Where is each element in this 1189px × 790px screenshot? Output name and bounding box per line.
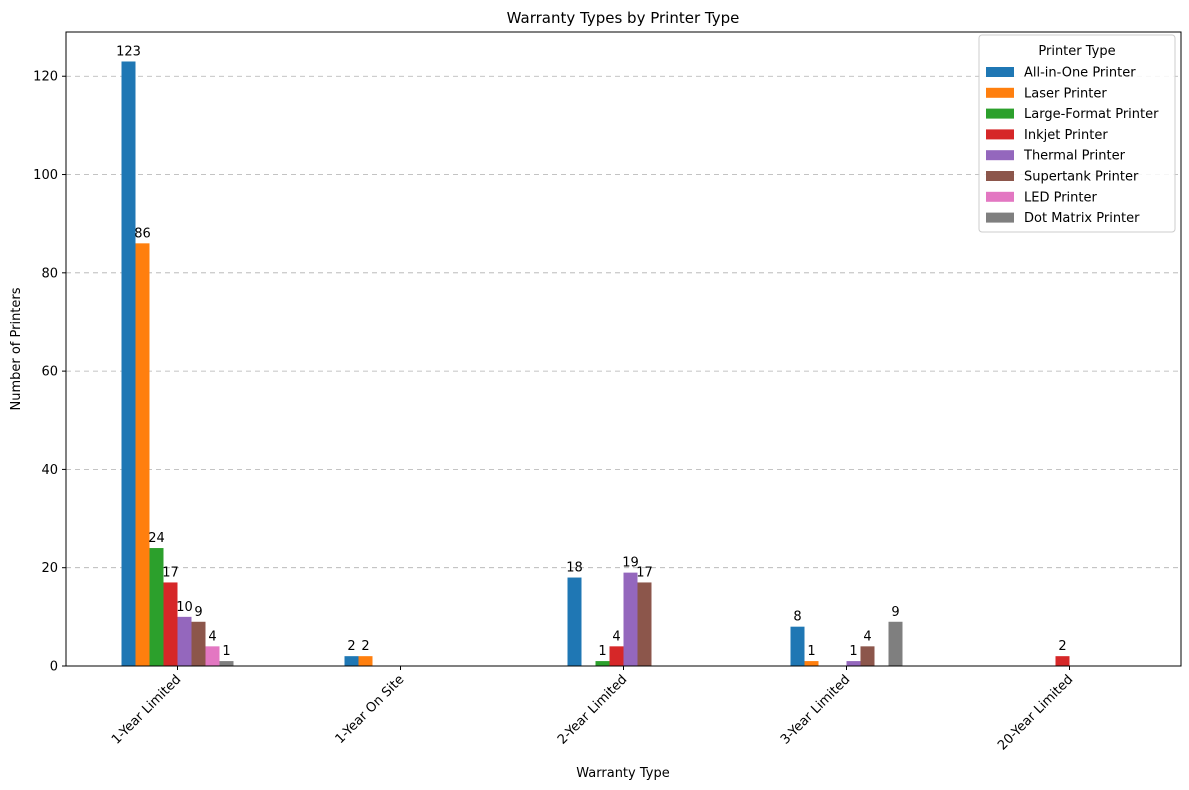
bar [790, 626, 805, 666]
bar-value-label: 1 [598, 644, 606, 659]
bar-value-label: 4 [612, 629, 620, 644]
bar [1055, 656, 1070, 666]
bar-value-label: 24 [148, 531, 165, 546]
legend-swatch [986, 87, 1014, 98]
legend-item-label: All-in-One Printer [1024, 66, 1136, 81]
legend-title: Printer Type [1038, 44, 1115, 59]
bar [219, 661, 234, 666]
bar-value-label: 1 [849, 644, 857, 659]
bar [149, 548, 164, 666]
bar [344, 656, 359, 666]
y-tick-label: 80 [41, 266, 58, 281]
bar-value-label: 2 [347, 639, 355, 654]
legend-swatch [986, 150, 1014, 161]
bar-value-label: 4 [208, 629, 216, 644]
bar [163, 582, 178, 666]
bar-value-label: 2 [1058, 639, 1066, 654]
y-tick-label: 120 [33, 70, 58, 85]
y-tick-label: 20 [41, 561, 58, 576]
bar [623, 572, 638, 666]
bar [567, 577, 582, 666]
bar-value-label: 1 [222, 644, 230, 659]
x-tick-label: 2-Year Limited [555, 672, 630, 747]
chart-title: Warranty Types by Printer Type [507, 9, 740, 27]
bar-value-label: 17 [162, 565, 179, 580]
bar [121, 61, 136, 666]
x-tick-label: 20-Year Limited [995, 672, 1076, 753]
bar [804, 661, 819, 666]
y-tick-label: 40 [41, 463, 58, 478]
bar [191, 621, 206, 666]
bar [637, 582, 652, 666]
legend-swatch [986, 171, 1014, 181]
y-tick-label: 0 [50, 660, 58, 675]
bar [888, 621, 903, 666]
bar [609, 646, 624, 666]
x-axis-label: Warranty Type [576, 766, 669, 781]
y-axis-label: Number of Printers [9, 287, 24, 410]
x-tick-label: 3-Year Limited [778, 672, 853, 747]
bar [595, 661, 610, 666]
bar-value-label: 10 [176, 600, 193, 615]
legend-swatch [986, 67, 1014, 77]
legend-swatch [986, 191, 1014, 202]
bar-value-label: 17 [636, 565, 653, 580]
legend-swatch [986, 108, 1014, 119]
legend-item-label: Supertank Printer [1024, 170, 1139, 185]
bar-value-label: 19 [622, 556, 639, 571]
bar [860, 646, 875, 666]
bar-value-label: 8 [793, 610, 801, 625]
legend-swatch [986, 129, 1014, 140]
y-tick-label: 100 [33, 168, 58, 183]
legend-item-label: Laser Printer [1024, 86, 1107, 101]
legend-item-label: LED Printer [1024, 190, 1098, 205]
legend-frame [978, 34, 1176, 233]
bar [205, 646, 220, 666]
bar-value-label: 123 [116, 44, 141, 59]
bar-value-label: 2 [361, 639, 369, 654]
bar-value-label: 1 [807, 644, 815, 659]
bar [846, 661, 861, 666]
x-tick-label: 1-Year Limited [109, 672, 184, 747]
legend: Printer Type All-in-One Printer Laser Pri… [978, 34, 1176, 233]
legend-item-label: Dot Matrix Printer [1024, 211, 1140, 226]
legend-item-label: Large-Format Printer [1024, 107, 1159, 122]
bar [135, 243, 150, 667]
bar-value-label: 9 [891, 605, 899, 620]
bar-value-label: 9 [194, 605, 202, 620]
bars [121, 61, 1070, 667]
bar-value-label: 18 [566, 561, 583, 576]
legend-swatch [986, 212, 1014, 223]
bar [177, 616, 192, 666]
x-tick-label: 1-Year On Site [333, 672, 408, 747]
bar-value-label: 86 [134, 226, 151, 241]
legend-item-label: Thermal Printer [1023, 149, 1126, 164]
y-tick-label: 60 [41, 365, 58, 380]
bar-value-label: 4 [863, 629, 871, 644]
legend-item-label: Inkjet Printer [1024, 128, 1108, 143]
bar [358, 656, 373, 666]
